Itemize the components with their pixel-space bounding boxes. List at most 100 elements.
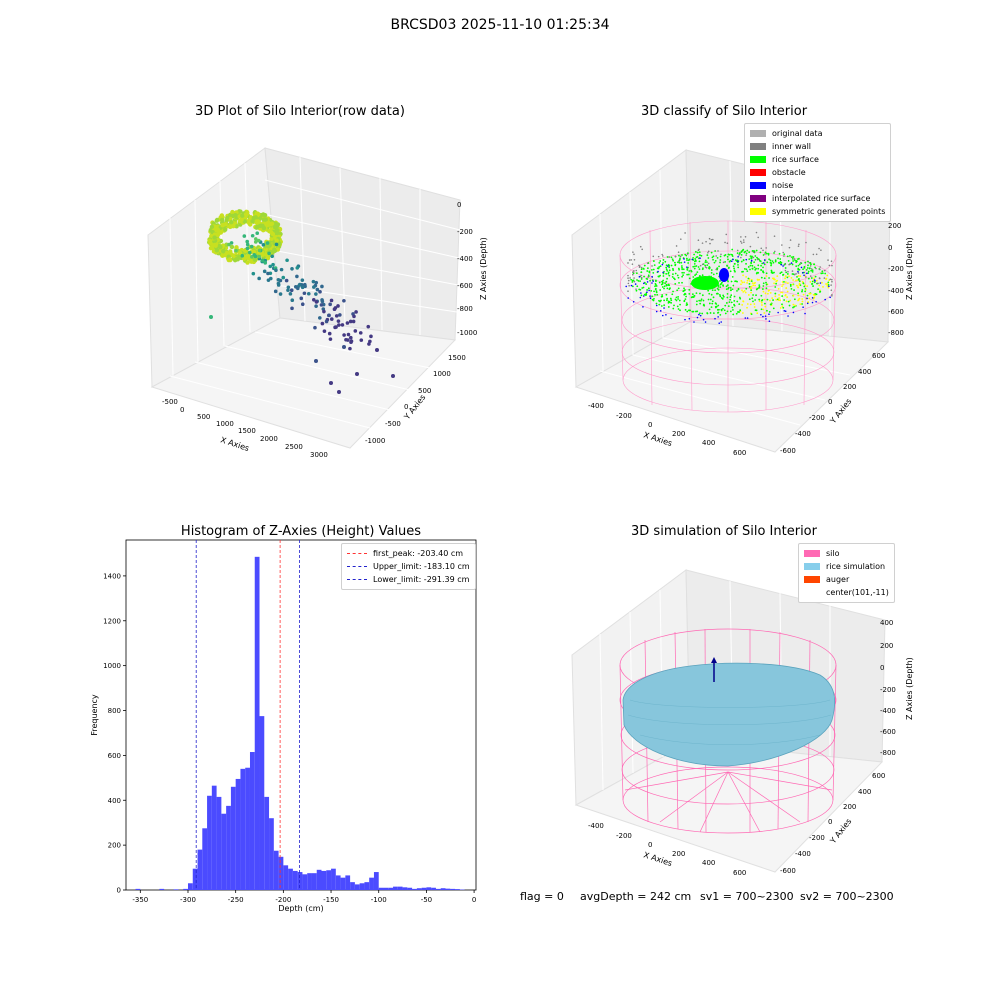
classify-point <box>779 307 782 309</box>
classify-point <box>819 268 821 271</box>
classify-point <box>797 270 799 273</box>
classify-point <box>668 264 671 267</box>
classify-point <box>792 279 795 281</box>
simulation-plot-title: 3D simulation of Silo Interior <box>631 524 817 539</box>
classify-point <box>740 242 743 244</box>
classify-point <box>798 257 800 260</box>
classify-point <box>707 252 709 254</box>
simulation-ytick: -600 <box>780 867 796 875</box>
classify-point <box>748 298 751 301</box>
classify-point <box>830 289 833 292</box>
histogram-bar <box>235 778 241 890</box>
histogram-bar <box>221 813 227 890</box>
classify-point <box>701 274 704 277</box>
raw-point <box>314 300 319 304</box>
classify-point <box>678 281 680 284</box>
classify-point <box>740 283 742 286</box>
legend-swatch <box>750 208 766 215</box>
classify-point <box>707 298 710 301</box>
classify-point <box>760 276 763 279</box>
raw-point <box>255 219 261 224</box>
classify-point <box>801 298 804 300</box>
classify-point <box>773 278 775 281</box>
classify-point <box>762 254 765 256</box>
raw-point <box>268 276 273 281</box>
classify-point <box>784 294 787 297</box>
classify-point <box>711 289 714 292</box>
histogram-bar <box>331 868 336 890</box>
legend-item-auger: auger <box>804 573 889 586</box>
classify-point <box>704 264 707 267</box>
raw-point <box>263 261 268 265</box>
classify-point <box>756 278 759 281</box>
classify-point <box>662 279 665 282</box>
raw-point <box>252 252 257 257</box>
legend-item-lower-limit: Lower_limit: -291.39 cm <box>347 573 470 586</box>
classify-point <box>760 294 763 297</box>
simulation-floor-pane <box>574 741 884 873</box>
histogram-bar <box>373 872 379 890</box>
raw-ztick: -200 <box>457 228 473 236</box>
raw-point <box>290 267 294 271</box>
classify-point <box>810 268 813 270</box>
histogram-bar <box>435 888 441 890</box>
classify-point <box>669 287 671 290</box>
classify-point <box>782 265 784 267</box>
raw-point <box>272 224 278 230</box>
classify-point <box>645 293 648 296</box>
classify-point <box>703 304 706 307</box>
raw-point <box>355 372 359 376</box>
classify-point <box>683 293 686 296</box>
raw-point <box>223 227 228 232</box>
classify-point <box>791 263 794 266</box>
classify-point <box>787 260 790 262</box>
classify-point <box>785 287 788 289</box>
classify-point <box>627 277 629 279</box>
raw-point <box>225 215 230 221</box>
classify-point <box>658 266 661 268</box>
histogram-axes-frame <box>125 539 477 891</box>
classify-xtick: 0 <box>648 421 652 429</box>
classify-legend: original data inner wall rice surface ob… <box>744 123 892 222</box>
legend-swatch <box>750 156 766 163</box>
classify-point <box>765 275 768 277</box>
simulation-rice-surface <box>622 657 836 767</box>
classify-point <box>777 287 780 290</box>
classify-point <box>740 280 743 282</box>
classify-point <box>760 299 763 302</box>
classify-point <box>688 288 691 291</box>
raw-point <box>375 348 379 352</box>
raw-point <box>239 217 244 223</box>
classify-point <box>781 305 784 308</box>
classify-point <box>799 261 802 264</box>
raw-point <box>209 224 215 229</box>
classify-point <box>823 269 826 272</box>
histogram-ytick-label: 1400 <box>103 572 121 580</box>
histogram-bar <box>316 869 322 890</box>
histogram-bar <box>292 870 298 890</box>
classify-point <box>761 304 763 306</box>
classify-point <box>630 278 633 281</box>
classify-point <box>797 275 800 277</box>
classify-point <box>831 280 833 283</box>
classify-point <box>793 258 796 260</box>
classify-point <box>773 252 775 254</box>
classify-point <box>672 290 674 293</box>
classify-point <box>668 266 671 269</box>
classify-point <box>740 240 742 243</box>
classify-y-ticks: 600 400 200 0 -200 -400 -600 <box>780 352 885 455</box>
classify-point <box>829 278 832 281</box>
classify-point <box>733 267 736 270</box>
classify-point <box>665 272 668 275</box>
classify-point <box>697 266 700 268</box>
classify-point <box>815 279 818 282</box>
classify-point <box>831 278 833 281</box>
classify-point <box>745 252 748 255</box>
classify-point <box>631 273 634 276</box>
classify-point <box>741 312 744 314</box>
raw-ytick: -500 <box>385 420 401 428</box>
classify-point <box>639 296 642 299</box>
raw-point <box>253 240 258 244</box>
classify-point <box>746 306 748 309</box>
classify-point <box>786 282 789 285</box>
